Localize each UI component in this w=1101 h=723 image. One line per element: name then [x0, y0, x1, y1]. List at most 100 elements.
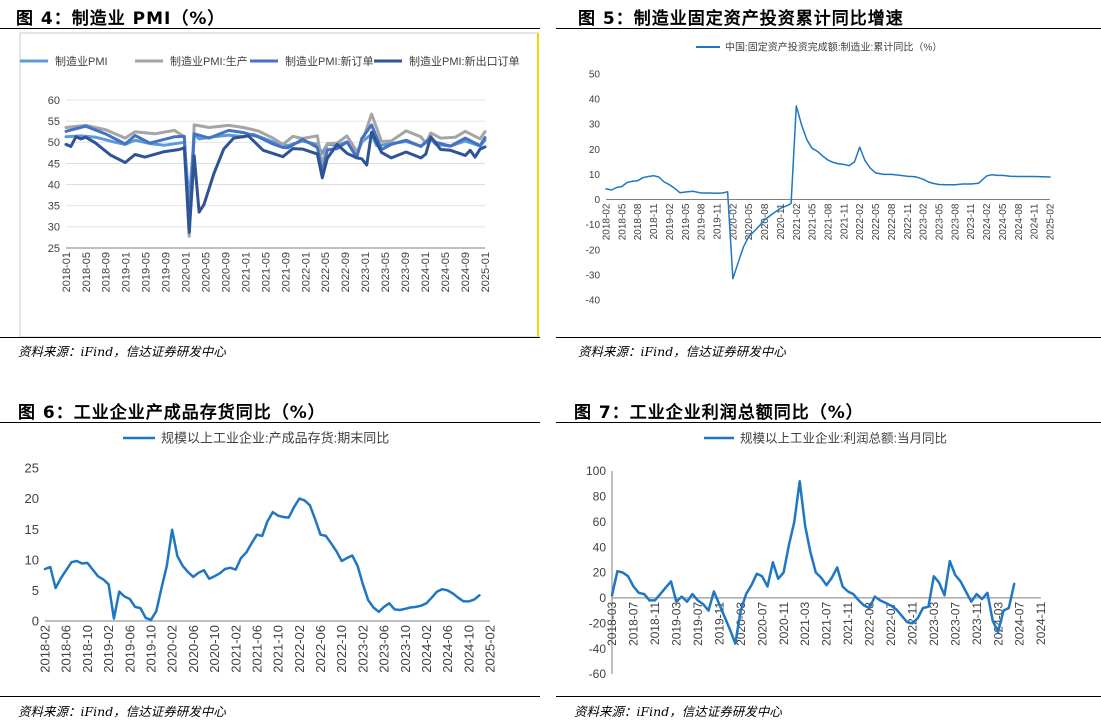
x-tick-label: 2020-11	[777, 602, 791, 645]
x-tick-label: 2019-11	[713, 203, 724, 239]
x-tick-label: 2021-02	[792, 203, 803, 240]
x-tick-label: 2020-02	[728, 203, 739, 240]
y-tick-label: 25	[25, 461, 39, 476]
x-tick-label: 2021-11	[841, 602, 855, 645]
y-tick-label: 5	[32, 583, 39, 598]
x-tick-label: 2023-11	[966, 203, 977, 239]
figure-4-chart: 25 30 35 40 45 50 55 60 2018-01 2018-05 2018-09 201…	[19, 32, 539, 338]
series-line-4	[64, 130, 487, 234]
y-tick-label: 50	[589, 70, 601, 81]
x-tick-label: 2023-01	[360, 252, 372, 292]
legend-label: 制造业PMI:新订单	[285, 54, 374, 68]
figure-4-source: 资料来源：iFind，信达证券研发中心	[18, 344, 226, 359]
y-tick-label: -20	[586, 245, 601, 256]
y-tick-label: 20	[593, 566, 607, 580]
x-tick-label: 2024-01	[420, 252, 432, 292]
x-tick-label: 2022-03	[863, 602, 877, 646]
x-tick-label: 2018-10	[80, 625, 95, 673]
y-tick-label: -40	[589, 642, 607, 656]
y-tick-label: -30	[586, 270, 601, 281]
x-tick-label: 2020-10	[207, 625, 222, 673]
figure-7-title: 图 7：工业企业利润总额同比（%）	[574, 403, 864, 423]
x-tick-label: 2022-06	[313, 625, 328, 673]
x-tick-label: 2024-10	[461, 625, 476, 673]
x-tick-label: 2019-02	[101, 625, 116, 673]
figure-7-bottom-rule	[556, 696, 1101, 697]
figure-6-panel: 图 6：工业企业产成品存货同比（%） 0 5 10 15 20 25 2018-02 2018…	[0, 392, 540, 723]
x-tick-label: 2023-05	[380, 252, 392, 292]
x-tick-label: 2019-06	[122, 625, 137, 673]
figure-5-top-rule	[556, 28, 1101, 29]
x-tick-label: 2019-11	[712, 602, 726, 645]
x-tick-label: 2025-02	[483, 625, 498, 673]
x-tick-label: 2018-06	[59, 625, 74, 673]
figure-7-source: 资料来源：iFind，信达证券研发中心	[574, 704, 782, 719]
x-tick-label: 2024-11	[1030, 203, 1041, 239]
figure-5-title: 图 5：制造业固定资产投资累计同比增速	[578, 9, 904, 29]
x-tick-label: 2018-05	[81, 252, 93, 292]
figure-5-bottom-rule	[556, 337, 1101, 338]
x-tick-label: 2020-08	[760, 203, 771, 240]
figure-4-panel: 图 4：制造业 PMI（%） 25 30 35 40 45 50 55 60 2018-01 20…	[0, 0, 540, 360]
x-tick-label: 2022-11	[903, 203, 914, 239]
x-tick-label: 2021-02	[228, 625, 243, 673]
x-tick-label: 2022-08	[887, 203, 898, 240]
x-tick-label: 2024-11	[1034, 602, 1048, 645]
x-tick-label: 2023-02	[355, 625, 370, 673]
x-tick-label: 2019-08	[697, 203, 708, 240]
x-tick-label: 2020-06	[186, 625, 201, 673]
x-tick-label: 2018-03	[605, 602, 619, 646]
x-tick-label: 2023-07	[948, 602, 962, 646]
x-tick-label: 2021-06	[249, 625, 264, 673]
x-tick-label: 2021-07	[820, 602, 834, 646]
x-tick-label: 2024-06	[440, 625, 455, 673]
figure-6-title: 图 6：工业企业产成品存货同比（%）	[18, 403, 326, 423]
x-tick-label: 2018-11	[649, 203, 660, 239]
x-tick-label: 2022-01	[300, 252, 312, 292]
x-tick-label: 2022-02	[855, 203, 866, 240]
legend-label: 制造业PMI:生产	[170, 54, 248, 68]
y-tick-label: -20	[589, 616, 607, 630]
y-tick-label: 20	[589, 145, 601, 156]
y-tick-label: -60	[589, 667, 607, 681]
series-line-1	[43, 497, 481, 622]
x-tick-label: 2023-08	[950, 203, 961, 240]
figure-6-bottom-rule	[0, 696, 540, 697]
x-tick-label: 2020-09	[220, 252, 232, 292]
x-tick-label: 2021-05	[808, 203, 819, 240]
x-tick-label: 2019-05	[141, 252, 153, 292]
y-tick-label: -10	[586, 220, 601, 231]
x-tick-label: 2018-02	[38, 625, 53, 673]
x-tick-label: 2018-08	[633, 203, 644, 240]
y-tick-label: 10	[25, 552, 39, 567]
x-tick-label: 2024-05	[440, 252, 452, 292]
x-tick-label: 2019-01	[121, 252, 133, 292]
y-tick-label: 30	[589, 120, 601, 131]
x-tick-label: 2021-05	[260, 252, 272, 292]
x-tick-label: 2020-05	[201, 252, 213, 292]
y-tick-label: 45	[48, 158, 60, 170]
x-tick-label: 2023-09	[400, 252, 412, 292]
x-tick-label: 2021-09	[280, 252, 292, 292]
y-tick-label: 40	[48, 179, 60, 191]
legend-label: 制造业PMI:新出口订单	[409, 54, 520, 68]
y-tick-label: 30	[48, 222, 60, 234]
y-tick-label: 35	[48, 201, 60, 213]
x-tick-label: 2023-10	[398, 625, 413, 673]
x-tick-label: 2019-02	[665, 203, 676, 240]
x-tick-label: 2018-09	[101, 252, 113, 292]
x-tick-label: 2019-05	[681, 203, 692, 240]
legend-label: 规模以上工业企业:利润总额:当月同比	[740, 431, 947, 446]
x-tick-label: 2018-01	[61, 252, 73, 292]
y-tick-label: 0	[32, 614, 39, 629]
figure-4-top-rule	[0, 28, 540, 29]
x-tick-label: 2023-02	[919, 203, 930, 240]
figure-5-panel: 图 5：制造业固定资产投资累计同比增速 -40 -30 -20 -10 0 10 20 30 4…	[556, 0, 1101, 360]
x-tick-label: 2018-11	[648, 602, 662, 645]
x-tick-label: 2021-11	[839, 203, 850, 239]
x-tick-label: 2019-09	[161, 252, 173, 292]
x-tick-label: 2020-01	[181, 252, 193, 292]
y-tick-label: 10	[589, 170, 601, 181]
x-tick-label: 2021-08	[824, 203, 835, 240]
x-tick-label: 2022-09	[340, 252, 352, 292]
